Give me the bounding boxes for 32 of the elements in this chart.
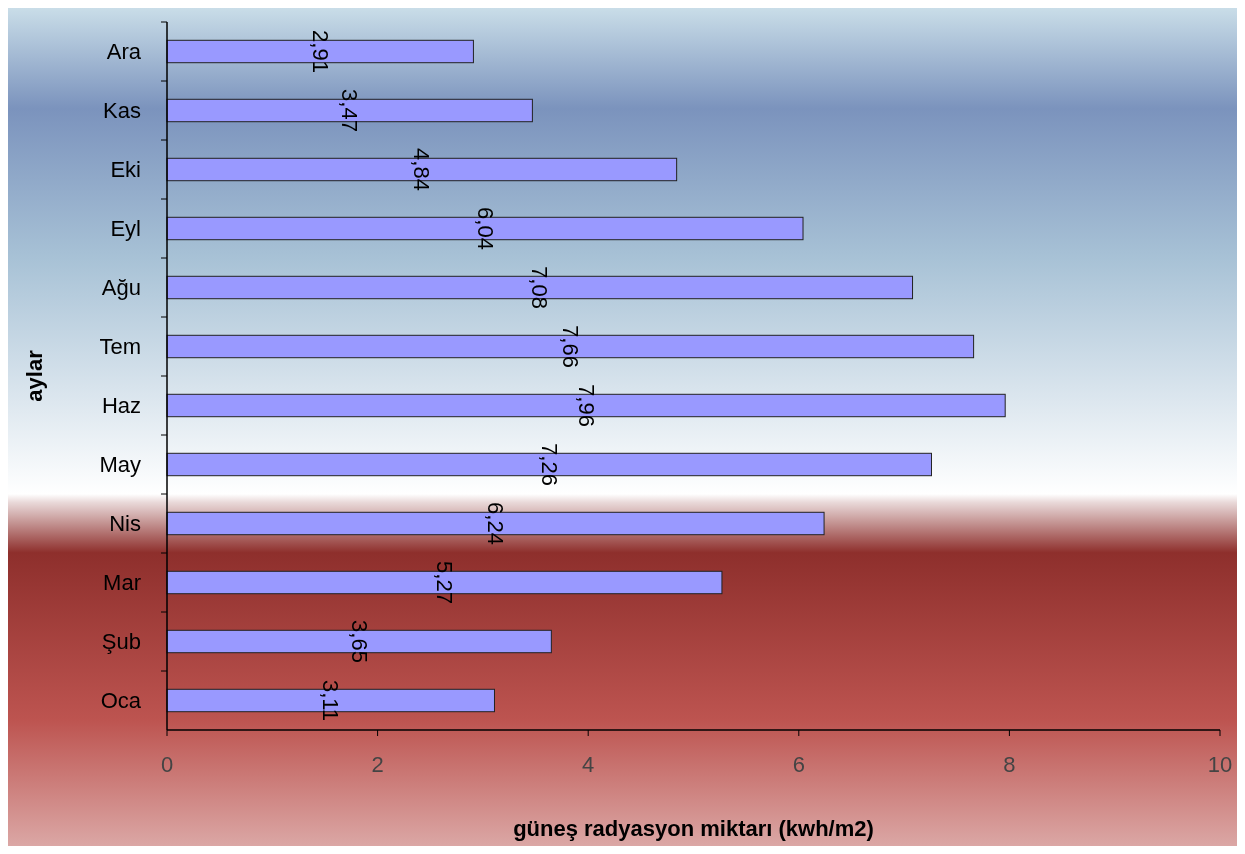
x-tick-label: 0 <box>160 752 174 777</box>
y-tick-label: Haz <box>101 393 141 418</box>
y-tick-label: Eki <box>110 157 141 182</box>
x-tick-label: 8 <box>1003 752 1016 777</box>
y-tick-label: Oca <box>100 688 142 713</box>
data-label: 3,11 <box>318 679 344 722</box>
data-label: 2,91 <box>307 30 333 73</box>
x-axis-title: güneş radyasyon miktarı (kwh/m2) <box>513 816 874 841</box>
y-tick-label: Ağu <box>101 275 141 300</box>
y-tick-label: Ara <box>106 39 142 64</box>
y-axis-title: aylar <box>22 349 47 402</box>
y-tick-label: May <box>99 452 141 477</box>
y-tick-label: Eyl <box>110 216 141 241</box>
y-tick-label: Kas <box>103 98 141 123</box>
data-label: 3,47 <box>337 89 363 132</box>
data-label: 3,65 <box>346 620 372 663</box>
data-label: 7,66 <box>557 325 583 368</box>
y-tick-label: Şub <box>101 629 141 654</box>
y-tick-label: Mar <box>103 570 141 595</box>
data-label: 6,04 <box>472 207 498 250</box>
x-tick-label: 6 <box>792 752 805 777</box>
data-label: 7,96 <box>573 384 599 427</box>
data-label: 6,24 <box>483 502 509 545</box>
x-tick-label: 10 <box>1207 752 1233 777</box>
y-tick-label: Nis <box>109 511 141 536</box>
y-tick-label: Tem <box>99 334 141 359</box>
data-label: 5,27 <box>431 561 457 604</box>
data-label: 4,84 <box>409 148 435 191</box>
data-label: 7,26 <box>536 443 562 486</box>
x-tick-label: 4 <box>582 752 595 777</box>
x-tick-label: 2 <box>371 752 384 777</box>
data-label: 7,08 <box>527 266 553 309</box>
